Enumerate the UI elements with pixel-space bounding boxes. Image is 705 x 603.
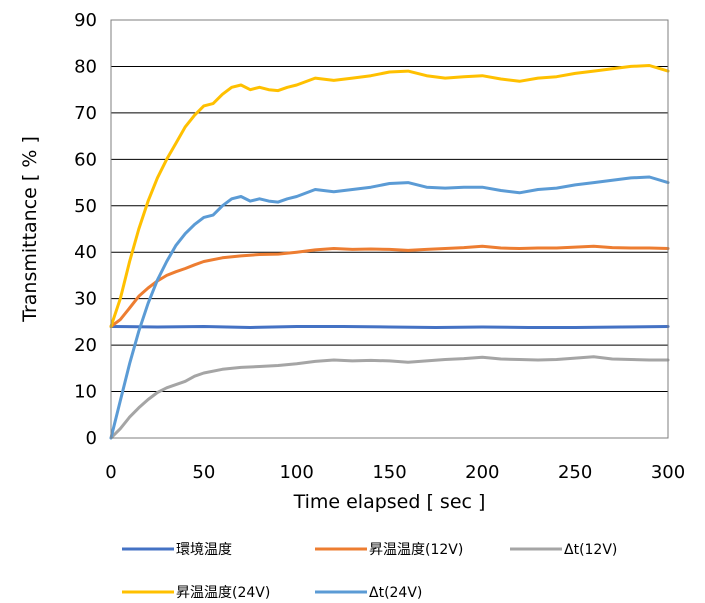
plot-frame [110,19,669,439]
y-tick-label: 80 [74,56,97,77]
legend-label: 環境温度 [176,542,232,558]
legend: 環境温度 昇温温度(12V) Δt(12V) 昇温温度(24V) Δt(24V) [122,542,617,601]
legend-label: Δt(24V) [369,585,422,601]
legend-label: 昇温温度(12V) [369,542,463,558]
y-tick-label: 90 [74,10,97,31]
y-tick-label: 10 [74,382,97,403]
x-tick-label: 0 [105,462,116,483]
y-tick-label: 0 [86,428,97,449]
legend-label: 昇温温度(24V) [176,585,270,601]
x-axis-ticks: 0 50 100 150 200 250 300 [105,462,685,483]
y-tick-label: 70 [74,103,97,124]
x-tick-label: 200 [465,462,499,483]
y-axis-title: Transmittance [ % ] [19,136,41,323]
x-tick-label: 300 [651,462,685,483]
series-line-1 [109,244,670,328]
series-line-4 [109,175,670,440]
y-tick-label: 30 [74,289,97,310]
y-tick-label: 50 [74,196,97,217]
series-line-3 [109,64,670,328]
legend-label: Δt(12V) [564,542,617,558]
y-axis-ticks: 0 10 20 30 40 50 60 70 80 90 [74,10,97,449]
y-tick-label: 40 [74,242,97,263]
x-tick-label: 100 [279,462,313,483]
y-tick-label: 60 [74,149,97,170]
series-line-0 [109,325,670,329]
series-lines [109,64,670,440]
series-line-2 [109,355,670,440]
x-tick-label: 50 [192,462,215,483]
x-tick-label: 250 [558,462,592,483]
x-axis-title: Time elapsed [ sec ] [293,491,486,513]
y-tick-label: 20 [74,335,97,356]
x-tick-label: 150 [372,462,406,483]
